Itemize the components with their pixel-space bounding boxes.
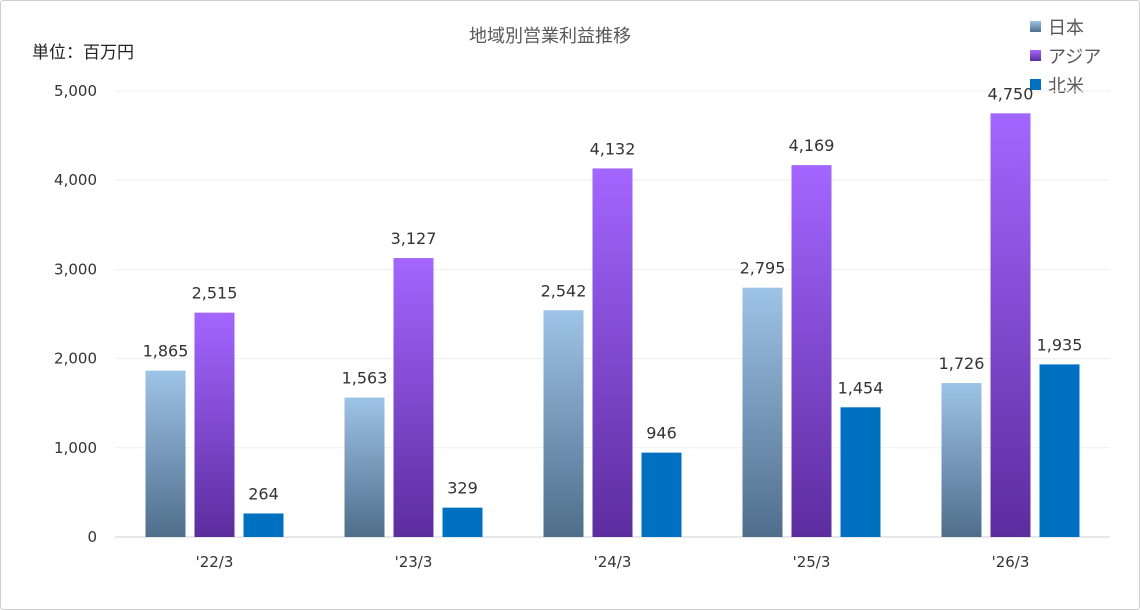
x-tick-label: '25/3: [793, 553, 831, 571]
bar-japan-24-3: [543, 310, 584, 537]
unit-label: 単位：百万円: [32, 43, 134, 63]
data-label-japan-26-3: 1,726: [939, 354, 985, 373]
bar-north-america-24-3: [641, 452, 682, 537]
legend-swatch-north-america: [1030, 79, 1041, 90]
data-label-japan-25-3: 2,795: [740, 259, 786, 278]
legend-swatch-japan: [1030, 21, 1041, 32]
bar-japan-26-3: [941, 383, 982, 537]
bar-japan-22-3: [145, 370, 186, 537]
bar-north-america-22-3: [243, 513, 284, 537]
bar-japan-23-3: [344, 397, 385, 537]
x-tick-label: '24/3: [594, 553, 632, 571]
y-tick-label: 0: [87, 528, 97, 546]
legend-label-asia: アジア: [1048, 46, 1102, 68]
y-tick-label: 1,000: [54, 439, 97, 457]
bar-asia-22-3: [194, 312, 235, 537]
bar-japan-25-3: [742, 287, 783, 537]
data-label-north-america-23-3: 329: [447, 479, 478, 498]
labels: 0 1,000 2,000 3,000 4,000 5,000 1,865 2,515 264 '…: [54, 82, 1082, 571]
legend-swatch-asia: [1030, 50, 1041, 61]
legend-label-japan: 日本: [1048, 17, 1084, 39]
y-tick-label: 2,000: [54, 350, 97, 368]
bars: [145, 113, 1080, 538]
bar-asia-26-3: [990, 113, 1031, 538]
x-tick-label: '22/3: [196, 553, 234, 571]
bar-north-america-26-3: [1039, 364, 1080, 537]
data-label-asia-23-3: 3,127: [391, 229, 437, 248]
chart-title: 地域別営業利益推移: [469, 26, 631, 47]
data-label-japan-23-3: 1,563: [342, 369, 388, 388]
y-tick-label: 3,000: [54, 260, 97, 278]
x-tick-label: '26/3: [992, 553, 1030, 571]
data-label-asia-25-3: 4,169: [789, 136, 835, 155]
bar-north-america-23-3: [442, 507, 483, 537]
y-tick-label: 4,000: [54, 171, 97, 189]
data-label-north-america-24-3: 946: [646, 424, 677, 443]
data-label-asia-22-3: 2,515: [192, 284, 238, 303]
legend-item-japan: 日本: [1030, 12, 1101, 41]
data-label-north-america-25-3: 1,454: [838, 378, 884, 397]
bar-asia-25-3: [791, 165, 832, 538]
bar-asia-24-3: [592, 168, 633, 537]
data-label-asia-26-3: 4,750: [988, 84, 1034, 103]
y-tick-label: 5,000: [54, 82, 97, 100]
data-label-asia-24-3: 4,132: [590, 139, 636, 158]
bar-asia-23-3: [393, 258, 434, 537]
data-label-japan-22-3: 1,865: [143, 342, 189, 361]
legend-item-asia: アジア: [1030, 41, 1101, 70]
data-label-japan-24-3: 2,542: [541, 281, 587, 300]
bar-north-america-25-3: [840, 407, 881, 537]
x-tick-label: '23/3: [395, 553, 433, 571]
data-label-north-america-22-3: 264: [248, 484, 279, 503]
data-label-north-america-26-3: 1,935: [1037, 335, 1083, 354]
